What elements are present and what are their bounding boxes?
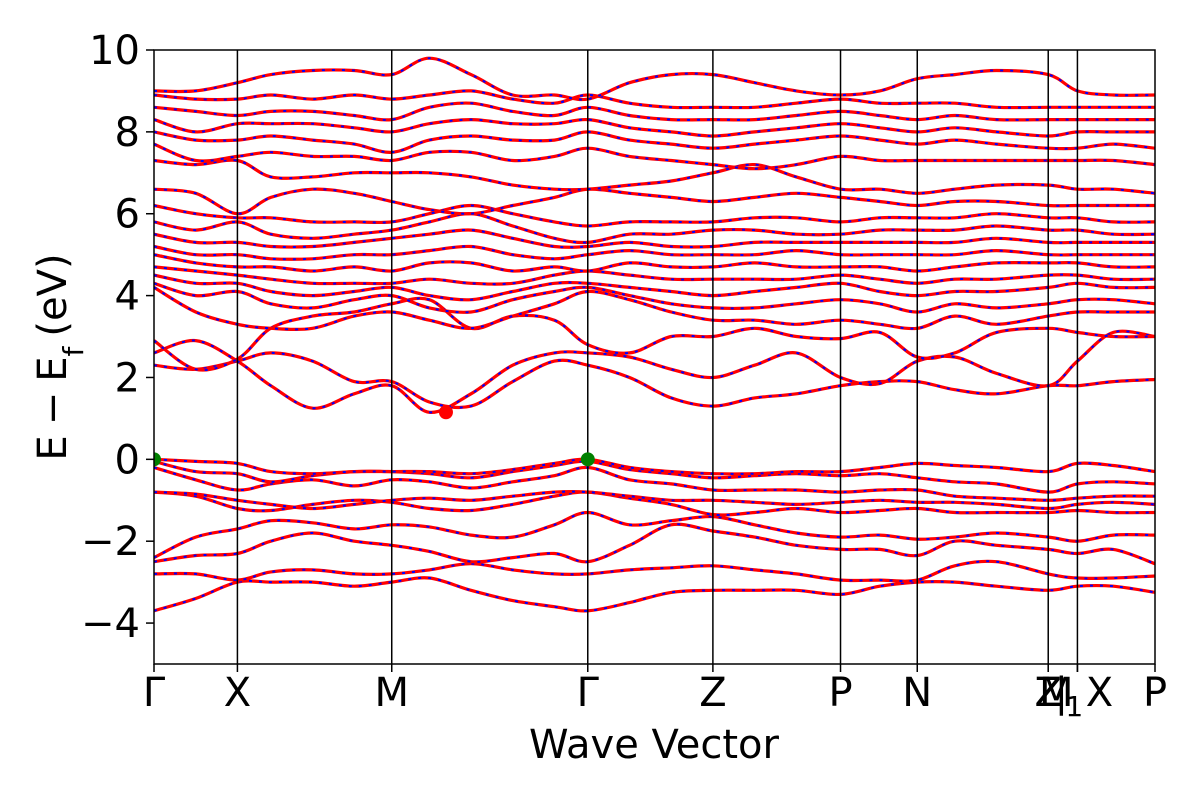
band-line-overlay xyxy=(154,204,1155,228)
x-tick-label: M xyxy=(374,670,409,716)
y-axis-ticks: 10 8 6 4 2 0 −2 −4 xyxy=(81,28,154,647)
y-tick-label: 8 xyxy=(115,110,140,156)
band-line-overlay xyxy=(154,188,1155,215)
band-line-overlay xyxy=(154,576,1155,612)
band-line-overlay xyxy=(154,245,1155,261)
x-tick-label: M xyxy=(1039,670,1074,716)
band-line-overlay xyxy=(154,89,1155,109)
x-tick-label: N xyxy=(902,670,932,716)
band-line-overlay xyxy=(154,511,1155,559)
band-line-overlay xyxy=(154,523,1155,565)
y-tick-label: 6 xyxy=(115,192,140,238)
y-tick-label: 0 xyxy=(115,437,140,483)
x-tick-label: 1 xyxy=(1065,690,1083,723)
x-tick-label: Z xyxy=(699,670,726,716)
y-axis-title: E − Ef (eV) xyxy=(30,253,90,460)
kpoint-lines xyxy=(236,50,1079,664)
band-line xyxy=(154,130,1155,154)
band-line-overlay xyxy=(154,274,1155,301)
band-line xyxy=(154,281,1155,314)
band-line xyxy=(154,142,1155,171)
y-axis-title-unit: (eV) xyxy=(30,253,76,336)
y-axis-title-ef-sub: f xyxy=(57,345,90,356)
y-axis-title-dash: − xyxy=(30,392,76,426)
band-line-overlay xyxy=(154,265,1155,286)
x-tick-label: Z xyxy=(1035,670,1062,716)
band-line-overlay xyxy=(154,102,1155,121)
x-tick-label: X xyxy=(1086,670,1113,716)
vbm-marker xyxy=(154,452,161,467)
x-tick-label: Γ xyxy=(577,670,600,716)
x-axis-title: Wave Vector xyxy=(529,722,780,768)
extrema-points xyxy=(154,405,595,467)
y-tick-label: −2 xyxy=(81,519,140,565)
y-tick-label: −4 xyxy=(81,601,140,647)
band-line-overlay xyxy=(154,491,1155,517)
x-axis-ticks: Γ X M Γ Z P N ZM1| X P xyxy=(143,664,1167,723)
x-tick-label: P xyxy=(1143,670,1167,716)
band-line-overlay xyxy=(154,57,1155,101)
band-line xyxy=(154,329,1155,414)
band-line xyxy=(154,465,1155,502)
band-line-overlay xyxy=(154,212,1155,244)
y-tick-label: 4 xyxy=(115,274,140,320)
band-line xyxy=(154,351,1155,410)
band-line-overlay xyxy=(154,286,1155,331)
y-tick-label: 2 xyxy=(115,355,140,401)
band-line xyxy=(154,559,1155,583)
band-line-overlay xyxy=(154,229,1155,249)
x-tick-label: | xyxy=(1055,670,1068,716)
band-line-overlay xyxy=(154,118,1155,138)
vbm-marker xyxy=(580,452,595,467)
bands-layer xyxy=(154,56,1155,613)
y-axis-title-e: E xyxy=(30,435,76,460)
x-tick-label: Γ xyxy=(143,670,166,716)
x-tick-label: P xyxy=(828,670,852,716)
y-axis-title-ef: E xyxy=(30,356,76,381)
band-line-overlay xyxy=(154,460,1155,494)
band-line xyxy=(154,296,1155,372)
band-line-overlay xyxy=(154,490,1155,510)
y-tick-label: 10 xyxy=(89,28,140,74)
band-line-overlay xyxy=(154,159,1155,195)
plot-frame xyxy=(153,49,1156,665)
x-tick-label: X xyxy=(224,670,251,716)
band-line-overlay xyxy=(154,458,1155,475)
cbm-marker xyxy=(438,405,453,420)
band-line-overlay xyxy=(154,253,1155,273)
